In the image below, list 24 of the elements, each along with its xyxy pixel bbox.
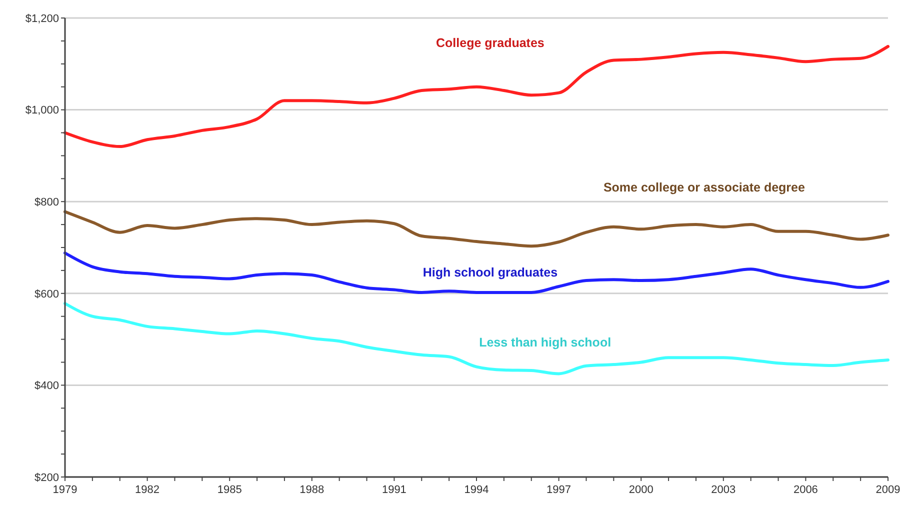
x-tick-label: 1991 — [382, 484, 406, 496]
x-tick-label: 2009 — [876, 484, 900, 496]
y-tick-label: $600 — [34, 288, 59, 300]
text: College graduates — [436, 36, 544, 50]
y-tick-label: $200 — [34, 472, 59, 484]
x-tick-label: 1994 — [464, 484, 489, 496]
x-tick-label: 1985 — [217, 484, 242, 496]
x-tick-label: 2006 — [793, 484, 818, 496]
series-label: Less than high school — [479, 336, 612, 350]
x-tick-label: 1997 — [546, 484, 572, 496]
x-tick-label: 1982 — [135, 484, 160, 496]
y-tick-label: $1,000 — [25, 104, 59, 117]
x-tick-label: 1988 — [300, 484, 324, 496]
y-tick-label: $800 — [34, 196, 59, 208]
line-series — [64, 302, 890, 376]
y-tick-label: $1,200 — [25, 12, 59, 25]
x-tick-label: 2000 — [628, 484, 654, 496]
x-tick-label: 2003 — [711, 484, 736, 496]
line-series — [64, 210, 890, 248]
y-tick-label: $400 — [34, 380, 59, 392]
text: Some college or associate degree — [603, 180, 805, 195]
line-series — [64, 252, 890, 294]
series-label: High school graduates — [422, 265, 558, 280]
x-tick-label: 1979 — [52, 484, 78, 496]
